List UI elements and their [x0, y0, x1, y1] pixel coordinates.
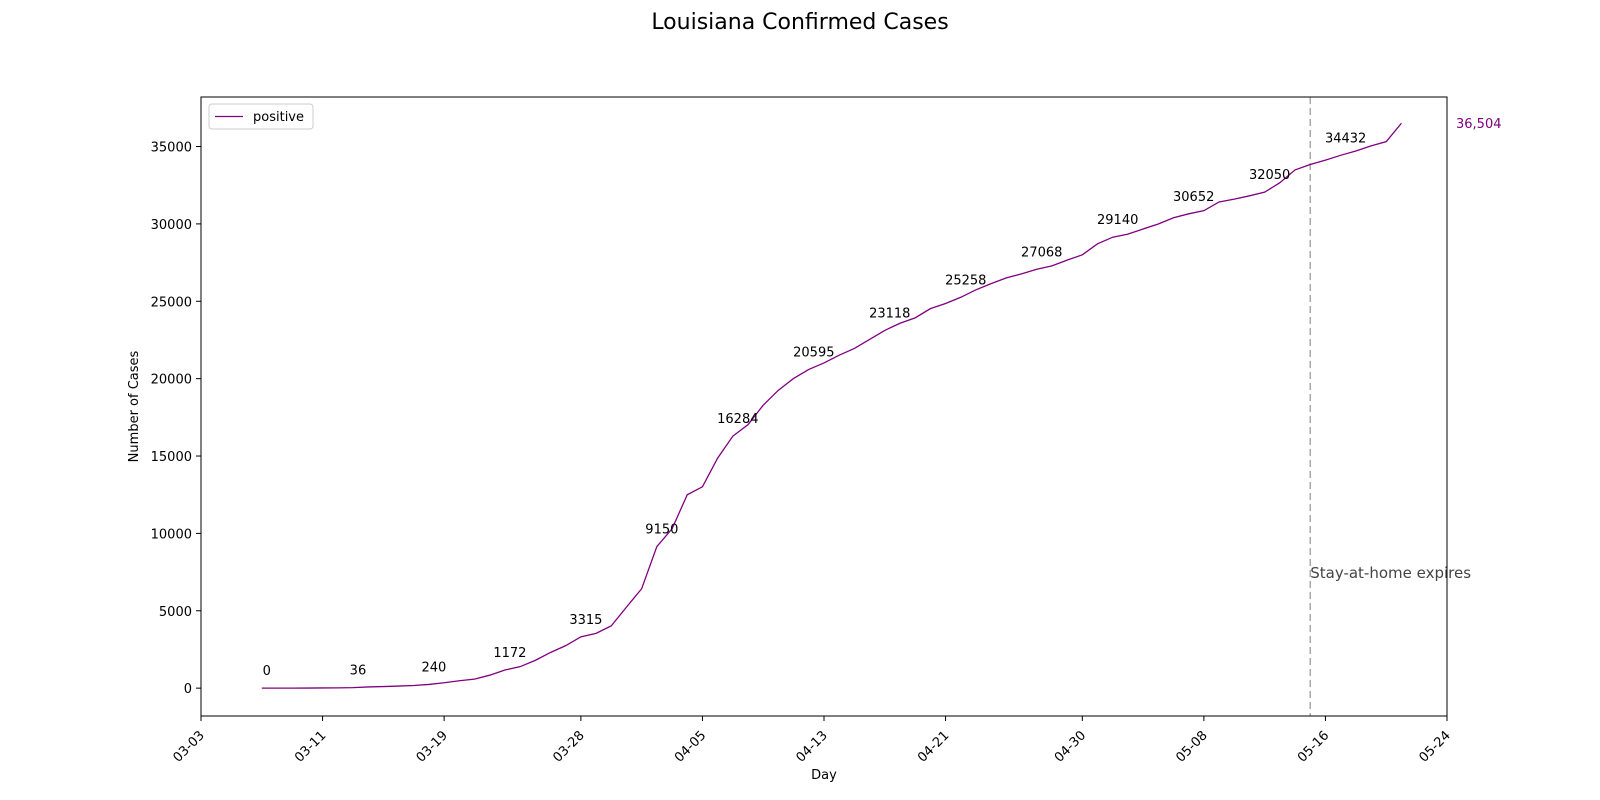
data-label: 0 [263, 664, 271, 679]
plot-frame [200, 96, 1448, 717]
y-tick-label: 10000 [151, 527, 192, 542]
data-label: 29140 [1097, 213, 1138, 228]
x-tick-label: 03-19 [414, 728, 451, 765]
x-axis-title: Day [811, 768, 837, 783]
stay-at-home-line-group: Stay-at-home expires [1309, 97, 1471, 716]
y-tick-label: 35000 [151, 141, 192, 156]
x-tick-label: 04-05 [672, 728, 709, 765]
data-label: 1172 [493, 646, 526, 661]
data-label: 9150 [645, 523, 678, 538]
y-tick-label: 20000 [151, 373, 192, 388]
series-group [261, 122, 1402, 689]
data-label: 3315 [569, 613, 602, 628]
x-tick-label: 03-03 [171, 728, 208, 765]
stay-at-home-label: Stay-at-home expires [1310, 564, 1471, 582]
y-axis: 0 5000 10000 15000 20000 25000 30000 35000 [151, 141, 201, 697]
x-axis: 03-03 03-11 03-19 03-28 04-05 04-13 04-21 04-30… [171, 716, 1454, 766]
data-label: 16284 [717, 412, 758, 427]
y-tick-label: 0 [184, 682, 192, 697]
data-label: 30652 [1173, 190, 1214, 205]
data-label: 32050 [1249, 168, 1290, 183]
x-tick-label: 05-08 [1173, 728, 1210, 765]
legend-label-positive: positive [253, 110, 304, 125]
x-tick-label: 04-30 [1052, 728, 1089, 765]
data-label: 20595 [793, 345, 834, 360]
y-axis-title: Number of Cases [127, 350, 142, 462]
data-label: 34432 [1325, 131, 1366, 146]
y-tick-label: 15000 [151, 450, 192, 465]
y-tick-label: 5000 [159, 605, 192, 620]
last-value-label: 36,504 [1456, 117, 1502, 132]
legend-box [208, 103, 314, 130]
x-tick-label: 05-16 [1295, 728, 1332, 765]
data-label: 23118 [869, 306, 910, 321]
y-tick-label: 30000 [151, 218, 192, 233]
data-label: 36 [350, 664, 367, 679]
x-tick-label: 05-24 [1417, 728, 1454, 765]
data-label: 240 [422, 660, 447, 675]
x-tick-label: 03-28 [550, 728, 587, 765]
data-label: 25258 [945, 273, 986, 288]
data-label: 27068 [1021, 245, 1062, 260]
chart-title: Louisiana Confirmed Cases [651, 10, 949, 35]
series-positive-line [261, 122, 1402, 689]
legend: positive [208, 103, 314, 130]
x-tick-label: 04-21 [915, 728, 952, 765]
x-tick-label: 04-13 [794, 728, 831, 765]
data-labels: 0 36 240 1172 3315 9150 16284 20595 23118 25258 27… [263, 117, 1502, 679]
y-tick-label: 25000 [151, 295, 192, 310]
x-tick-label: 03-11 [292, 728, 329, 765]
